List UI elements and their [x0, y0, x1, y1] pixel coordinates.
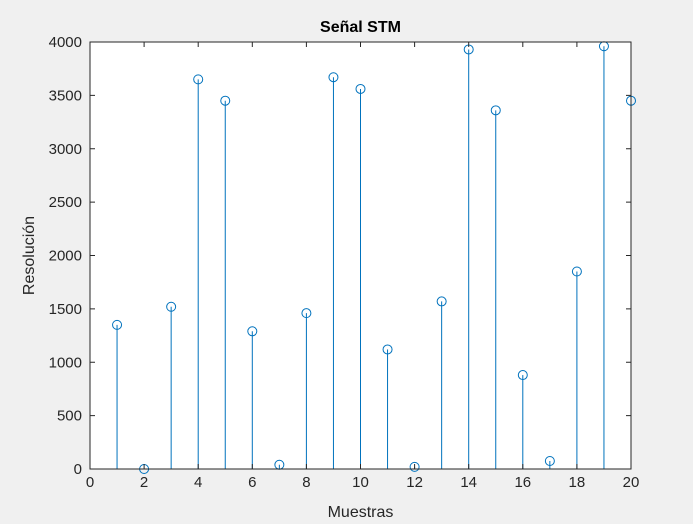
y-axis-ticks: 0 500 1000 1500 2000 2500 3000 3500 4000: [49, 34, 631, 478]
x-tick-label: 12: [406, 474, 423, 491]
stem-marker: [571, 266, 582, 277]
x-tick-label: 6: [248, 474, 256, 491]
stem-marker: [355, 83, 366, 94]
stem-marker: [517, 370, 528, 381]
stem-marker: [220, 95, 231, 106]
stem-marker: [409, 461, 420, 472]
stem-marker: [301, 308, 312, 319]
stem-marker: [382, 344, 393, 355]
x-tick-label: 20: [623, 474, 640, 491]
y-tick-label: 3000: [49, 141, 82, 158]
x-tick-label: 14: [460, 474, 477, 491]
y-tick-label: 2000: [49, 248, 82, 265]
y-tick-label: 4000: [49, 34, 82, 51]
x-axis-ticks: 0 2 4 6 8 10 12 14 16 18 20: [86, 42, 640, 491]
y-tick-label: 3500: [49, 87, 82, 104]
stem-marker: [490, 105, 501, 116]
stem-marker: [166, 301, 177, 312]
stem-marker: [112, 319, 123, 330]
x-tick-label: 4: [194, 474, 202, 491]
stem-marker: [544, 455, 555, 466]
stem-series: [112, 41, 636, 474]
stem-marker: [328, 72, 339, 83]
y-tick-label: 0: [74, 461, 82, 478]
x-tick-label: 10: [352, 474, 369, 491]
x-tick-label: 8: [302, 474, 310, 491]
y-tick-label: 1000: [49, 354, 82, 371]
x-axis-label: Muestras: [328, 504, 394, 521]
y-tick-label: 1500: [49, 301, 82, 318]
y-tick-label: 500: [57, 408, 82, 425]
stem-marker: [193, 74, 204, 85]
x-tick-label: 0: [86, 474, 94, 491]
chart-title: Señal STM: [320, 19, 401, 36]
x-tick-label: 2: [140, 474, 148, 491]
x-tick-label: 16: [514, 474, 531, 491]
stem-marker: [436, 296, 447, 307]
stem-marker: [247, 326, 258, 337]
y-tick-label: 2500: [49, 194, 82, 211]
x-tick-label: 18: [569, 474, 586, 491]
y-axis-label: Resolución: [21, 216, 38, 295]
